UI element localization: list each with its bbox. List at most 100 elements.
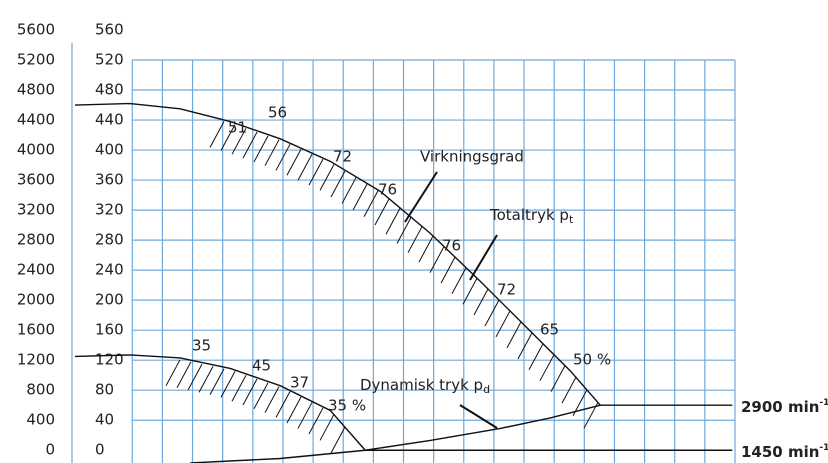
y2-tick-label: 4800 (17, 81, 55, 99)
efficiency-value: 56 (268, 104, 287, 122)
label-sub: t (569, 213, 574, 226)
hatch (286, 149, 302, 176)
speed-label: 1450 min-1 (741, 443, 828, 461)
hatch (561, 376, 577, 404)
y2-tick-label: 3200 (17, 201, 55, 219)
efficiency-value: 51 (228, 119, 247, 137)
efficiency-value: 35 % (328, 397, 366, 415)
hatch (275, 144, 291, 171)
hatch (231, 128, 247, 155)
y-tick-label: 120 (95, 351, 124, 369)
curve (190, 404, 601, 463)
hatch (352, 183, 368, 211)
y2-tick-label: 4000 (17, 141, 55, 159)
y2-tick-label: 2000 (17, 291, 55, 309)
y2-tick-label: 800 (26, 381, 55, 399)
y-tick-label: 0 (95, 441, 105, 459)
y2-tick-label: 5600 (17, 21, 55, 39)
y2-tick-label: 5200 (17, 51, 55, 69)
hatch (385, 207, 401, 235)
hatch (517, 332, 533, 360)
hatch (374, 198, 390, 226)
label-text: Dynamisk tryk p (360, 376, 483, 394)
hatch (297, 402, 313, 429)
hatch (407, 226, 423, 253)
hatch (451, 267, 467, 294)
y-tick-label: 360 (95, 171, 124, 189)
hatch (176, 361, 192, 389)
hatch (264, 386, 280, 413)
hatch (297, 153, 313, 181)
y2-tick-label: 1600 (17, 321, 55, 339)
y-tick-label: 320 (95, 201, 124, 219)
hatch (242, 378, 258, 406)
y2-tick-label: 4400 (17, 111, 55, 129)
hatch (264, 139, 280, 166)
label-text: 2900 min (741, 398, 819, 416)
hatch (572, 389, 588, 416)
pointer (459, 404, 498, 429)
hatch (550, 365, 566, 392)
y2-tick-label: 400 (26, 411, 55, 429)
hatch (319, 164, 335, 191)
hatch (220, 371, 236, 398)
y-tick-label: 80 (95, 381, 114, 399)
hatch (341, 177, 357, 204)
hatch (308, 407, 324, 435)
pointer (404, 171, 438, 223)
y-tick-label: 520 (95, 51, 124, 69)
hatch (209, 121, 225, 148)
hatch (253, 382, 269, 410)
hatch (462, 278, 478, 305)
y2-tick-label: 3600 (17, 171, 55, 189)
y-tick-label: 480 (95, 81, 124, 99)
hatch (330, 426, 346, 454)
hatch (418, 235, 434, 263)
hatch (253, 135, 269, 163)
hatch (308, 158, 324, 186)
hatch (484, 299, 500, 327)
hatch (440, 256, 456, 284)
efficiency-label: Virkningsgrad (420, 148, 524, 166)
efficiency-value: 72 (497, 281, 516, 299)
efficiency-value: 76 (378, 181, 397, 199)
efficiency-value: 65 (540, 321, 559, 339)
curve (74, 102, 733, 406)
label-sup: -1 (819, 398, 828, 408)
label-sub: d (483, 383, 490, 396)
y-tick-label: 280 (95, 231, 124, 249)
hatch (330, 170, 346, 198)
hatch (275, 391, 291, 418)
hatch (242, 131, 258, 159)
y-tick-label: 200 (95, 291, 124, 309)
y2-tick-label: 2400 (17, 261, 55, 279)
hatch (198, 366, 214, 393)
efficiency-value: 50 % (573, 351, 611, 369)
pointer (469, 234, 498, 281)
dynamic-pressure-label: Dynamisk tryk pd (360, 376, 490, 397)
curve (74, 354, 733, 451)
hatch (429, 246, 445, 273)
y-tick-label: 160 (95, 321, 124, 339)
hatch (583, 402, 599, 429)
hatch (473, 288, 489, 316)
hatch (506, 321, 522, 349)
hatch (165, 359, 181, 387)
efficiency-value: 45 (252, 357, 271, 375)
hatch (495, 310, 511, 338)
y-tick-label: 560 (95, 21, 124, 39)
hatch (539, 354, 555, 381)
speed-label: 2900 min-1 (741, 398, 828, 416)
label-sup: -1 (819, 443, 828, 453)
label-text: 1450 min (741, 443, 819, 461)
hatch (187, 363, 203, 391)
y-tick-label: 40 (95, 411, 114, 429)
y-tick-label: 240 (95, 261, 124, 279)
efficiency-value: 72 (333, 148, 352, 166)
y2-tick-label: 1200 (17, 351, 55, 369)
total-pressure-label: Totaltryk pt (489, 206, 574, 227)
hatch (231, 374, 247, 402)
efficiency-value: 76 (442, 237, 461, 255)
y-tick-label: 440 (95, 111, 124, 129)
